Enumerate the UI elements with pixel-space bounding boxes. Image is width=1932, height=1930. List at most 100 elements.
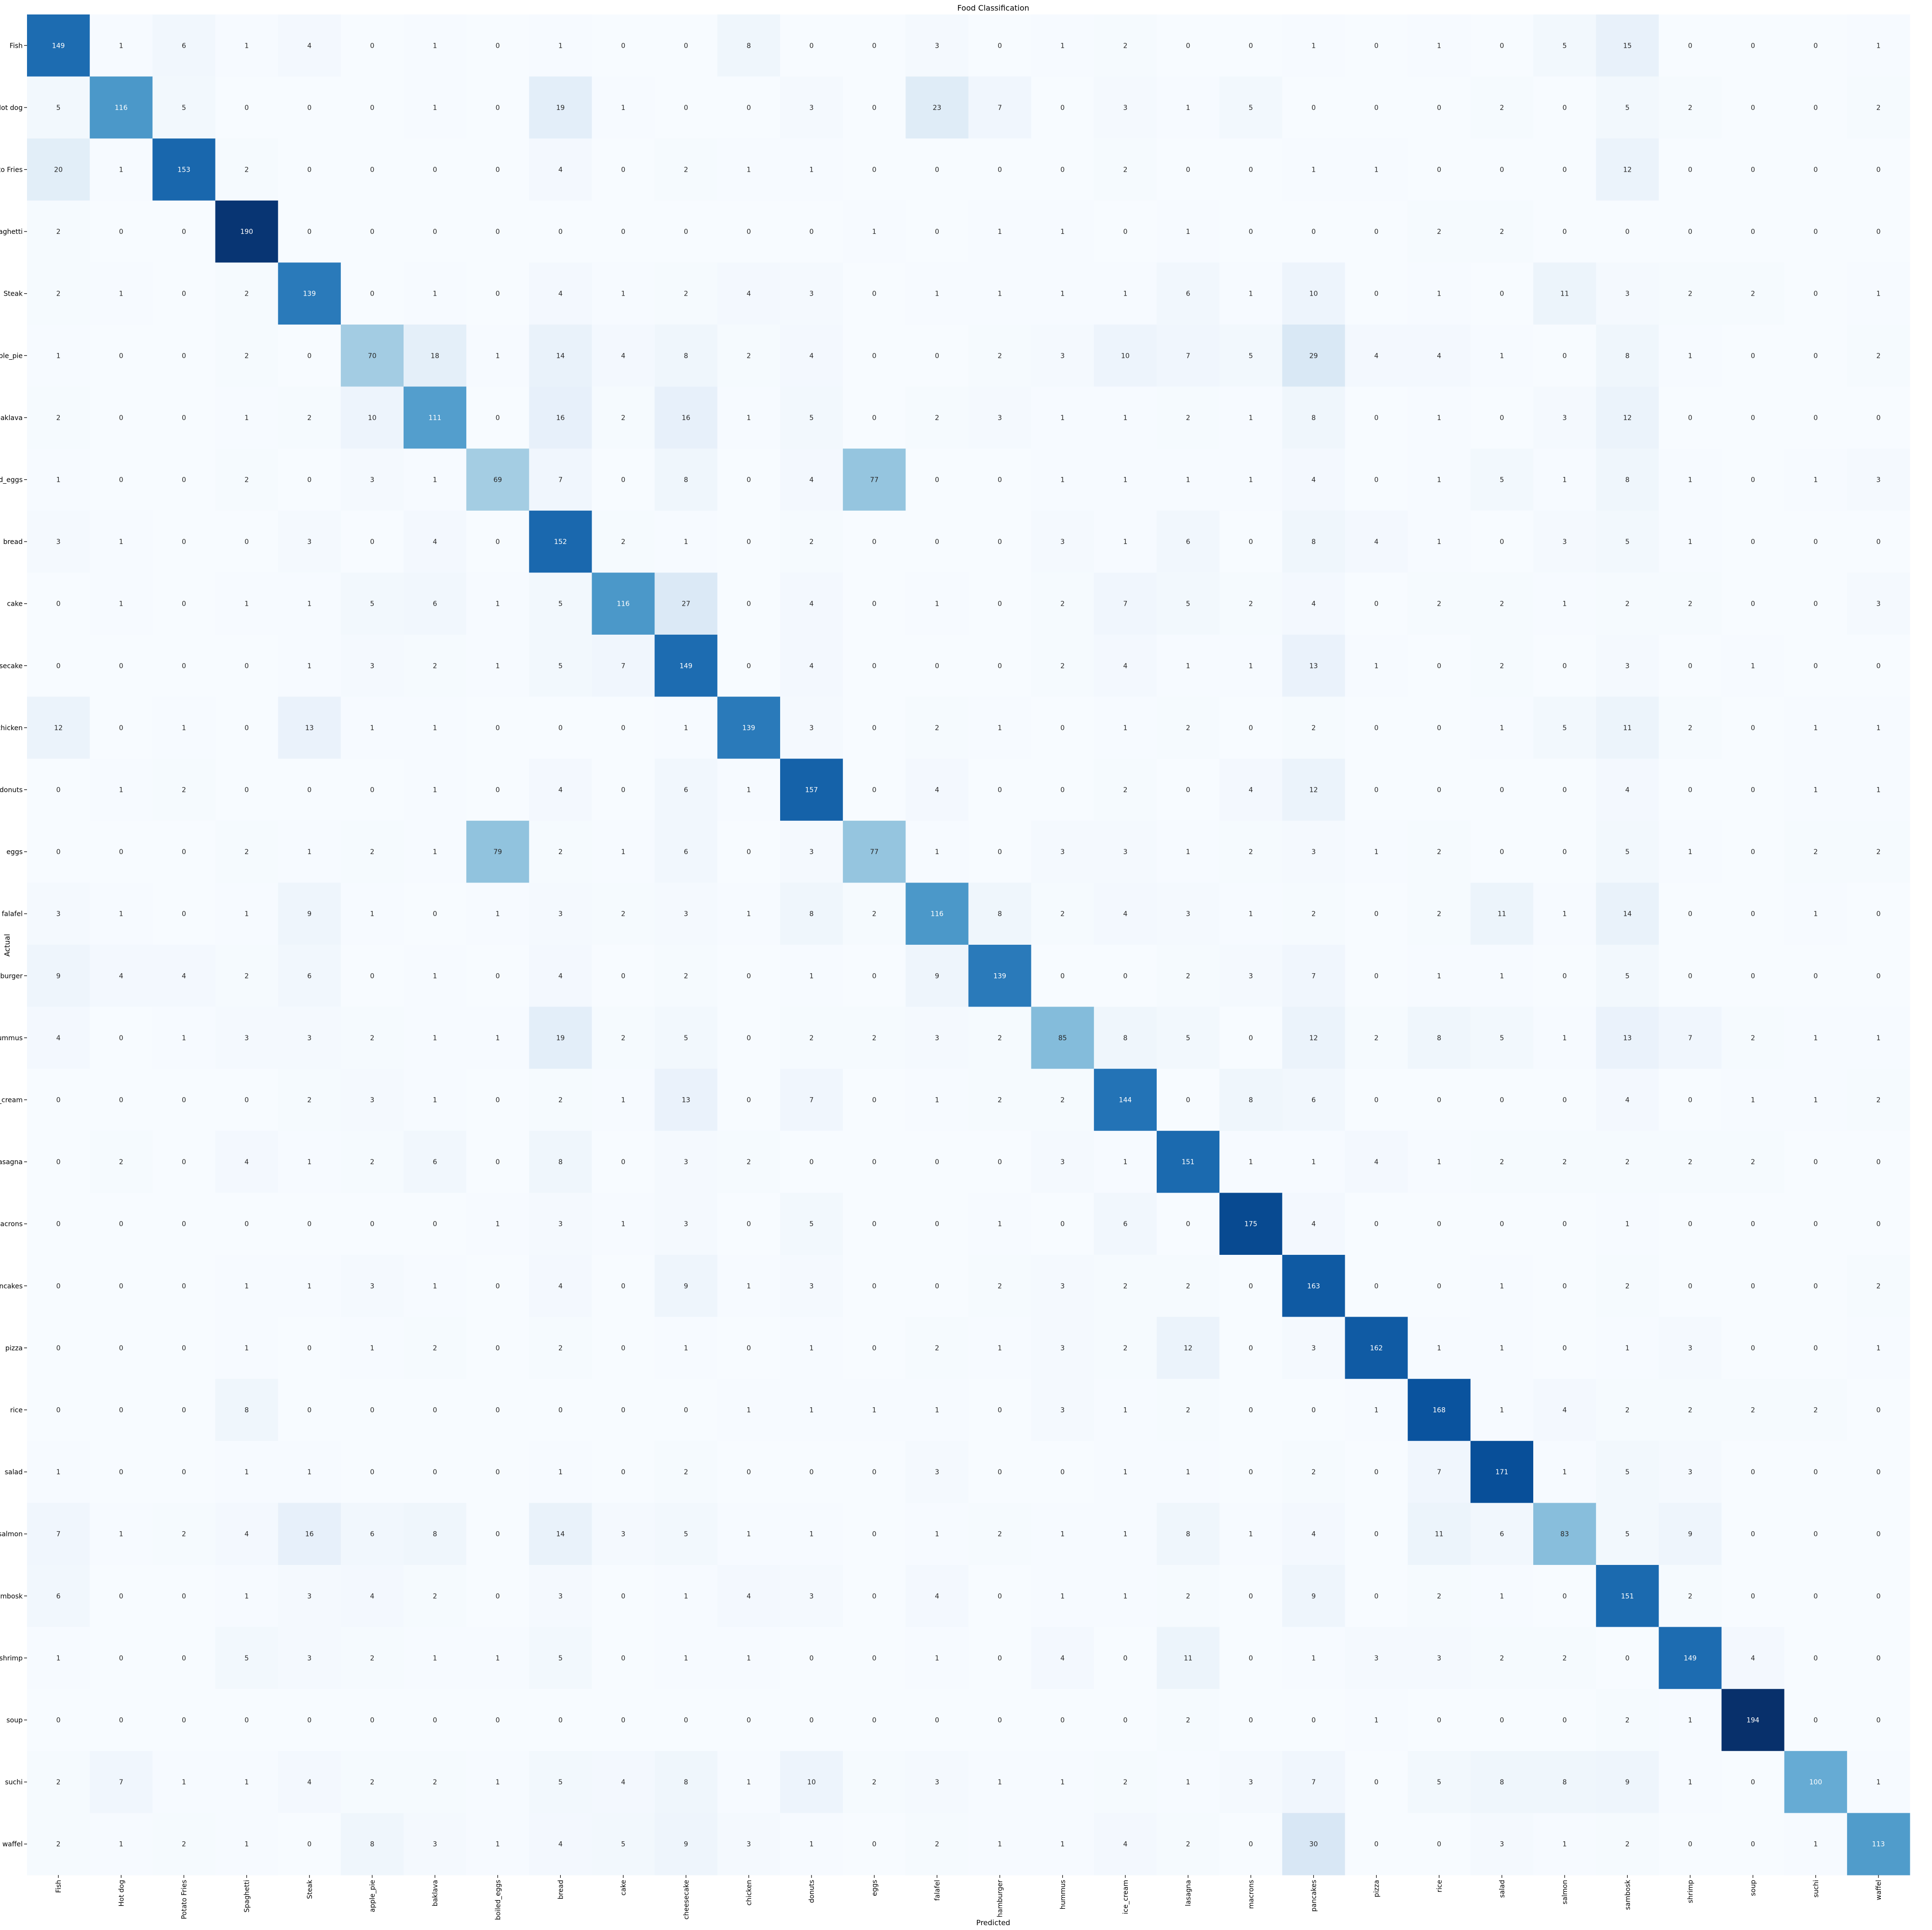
heatmap-cell [278,200,341,263]
cell-value-label: 1 [1563,1841,1567,1848]
cell-value-label: 4 [621,352,625,360]
cell-value-label: 0 [1374,1097,1378,1104]
heatmap-cell [1219,572,1283,635]
x-tick-label: salmon [1561,1880,1569,1904]
cell-value-label: 0 [621,1592,625,1600]
heatmap-cell [1784,1006,1848,1069]
cell-value-label: 0 [307,1345,311,1352]
heatmap-cell [1784,1627,1848,1689]
heatmap-cell [1219,1130,1283,1193]
heatmap-cell [780,696,843,759]
cell-value-label: 2 [1625,1158,1630,1166]
cell-value-label: 3 [1060,1158,1065,1166]
heatmap-cell [278,325,341,387]
cell-value-label: 1 [1437,538,1441,546]
heatmap-cell [1219,1813,1283,1876]
heatmap-cell [780,1379,843,1441]
cell-value-label: 1 [1437,1158,1441,1166]
heatmap-cell [1533,572,1596,635]
cell-value-label: 0 [307,352,311,360]
heatmap-cell [1847,1503,1910,1565]
heatmap-cell [968,200,1032,263]
heatmap-cell [27,1130,90,1193]
cell-value-label: 0 [1751,104,1755,112]
cell-value-label: 2 [1123,166,1127,174]
heatmap-cell [1470,138,1534,201]
heatmap-cell [90,1503,153,1565]
cell-value-label: 0 [746,600,751,608]
cell-value-label: 0 [1688,662,1692,670]
cell-value-label: 0 [872,1655,877,1662]
heatmap-cell [529,1255,592,1318]
y-tick-label: pancakes [0,1282,23,1290]
cell-value-label: 2 [1249,848,1253,856]
cell-value-label: 1 [1186,476,1190,484]
cell-value-label: 0 [1500,414,1504,422]
cell-value-label: 1 [935,1097,939,1104]
cell-value-label: 4 [558,972,563,980]
heatmap-cell [1094,635,1157,697]
heatmap-cell [529,200,592,263]
cell-value-label: 0 [119,414,123,422]
cell-value-label: 2 [1500,600,1504,608]
heatmap-cell [1157,635,1220,697]
cell-value-label: 7 [1311,1779,1316,1786]
cell-value-label: 0 [1688,787,1692,794]
x-tick-label: hamburger [997,1880,1004,1917]
cell-value-label: 9 [56,972,61,980]
y-tick-label: soup [6,1717,23,1725]
cell-value-label: 7 [1123,600,1127,608]
heatmap-cell [1219,635,1283,697]
cell-value-label: 3 [1186,911,1190,918]
heatmap-cell [1219,1317,1283,1379]
heatmap-cell [1094,1441,1157,1503]
heatmap-cell [1157,386,1220,449]
heatmap-cell [1345,696,1408,759]
cell-value-label: 8 [810,911,814,918]
heatmap-cell [1031,510,1094,573]
heatmap-cell [90,510,153,573]
cell-value-label: 2 [56,290,61,298]
cell-value-label: 1 [746,1655,751,1662]
heatmap-cell [968,1317,1032,1379]
heatmap-cell [1470,635,1534,697]
heatmap-cell [340,262,404,325]
cell-value-label: 139 [743,724,756,732]
heatmap-cell [27,262,90,325]
cell-value-label: 1 [1437,972,1441,980]
heatmap-cell [1219,325,1283,387]
cell-value-label: 1 [433,848,437,856]
cell-value-label: 1 [1437,476,1441,484]
cell-value-label: 1 [433,290,437,298]
heatmap-cell [1219,945,1283,1007]
cell-value-label: 1 [1500,1345,1504,1352]
cell-value-label: 1 [1751,1097,1755,1104]
cell-value-label: 0 [119,1034,123,1042]
cell-value-label: 79 [493,848,502,856]
heatmap-cell [152,76,216,139]
cell-value-label: 5 [1625,848,1630,856]
heatmap-cell [1659,635,1722,697]
heatmap-cell [1533,76,1596,139]
cell-value-label: 4 [810,600,814,608]
cell-value-label: 0 [621,1717,625,1725]
heatmap-cell [968,696,1032,759]
heatmap-cell [27,1627,90,1689]
cell-value-label: 0 [1374,1468,1378,1476]
cell-value-label: 4 [307,1779,311,1786]
cell-value-label: 0 [182,1345,186,1352]
heatmap-cell [215,635,279,697]
heatmap-cell [90,945,153,1007]
heatmap-cell [1596,449,1659,511]
y-tick-label: Hot dog [0,104,23,112]
cell-value-label: 0 [1563,848,1567,856]
heatmap-cell [968,262,1032,325]
cell-value-label: 6 [370,1531,374,1538]
heatmap-cell [717,1006,781,1069]
heatmap-cell [466,262,529,325]
cell-value-label: 2 [1060,911,1065,918]
heatmap-cell [1031,1627,1094,1689]
heatmap-cell [1721,138,1785,201]
heatmap-cell [27,138,90,201]
heatmap-cell [905,262,969,325]
